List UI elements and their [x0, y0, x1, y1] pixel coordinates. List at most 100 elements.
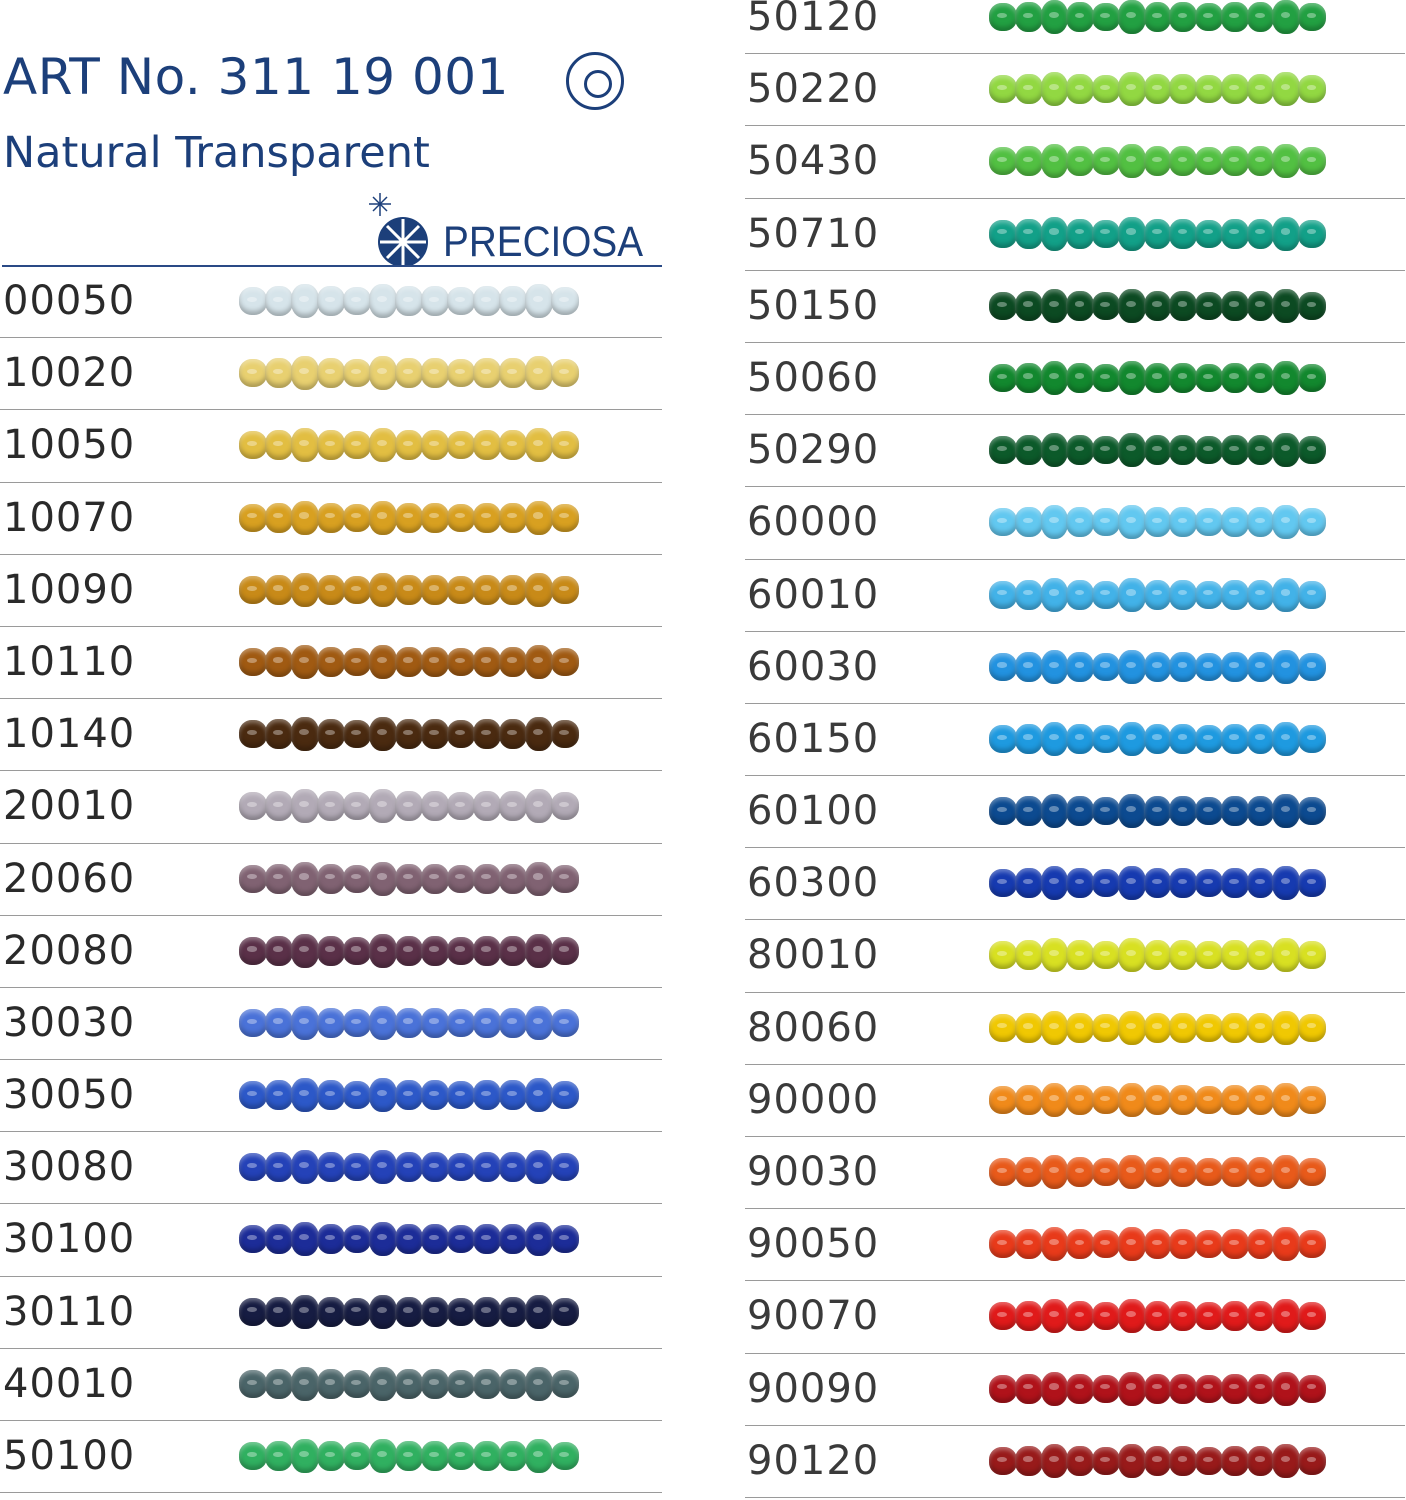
bead [989, 219, 1017, 248]
color-row: 30100 [0, 1204, 662, 1277]
bead [265, 1296, 293, 1327]
bead [551, 503, 579, 532]
color-row: 50710 [745, 199, 1405, 271]
color-row: 60000 [745, 487, 1405, 560]
bead [1143, 940, 1172, 971]
color-code: 00050 [3, 278, 136, 324]
bead [343, 720, 371, 749]
color-row: 30110 [0, 1277, 662, 1349]
bead [1117, 0, 1146, 34]
color-code: 50100 [3, 1433, 136, 1479]
bead [239, 1297, 267, 1326]
bead [1220, 507, 1249, 538]
bead [1246, 868, 1275, 899]
bead-swatch [989, 1082, 1326, 1118]
bead [1066, 74, 1095, 105]
color-code: 90050 [747, 1221, 880, 1268]
bead [343, 503, 371, 532]
color-code: 30080 [3, 1144, 136, 1191]
bead [1117, 433, 1146, 468]
bead [1092, 1446, 1120, 1475]
bead [265, 286, 293, 316]
bead-swatch [239, 644, 579, 680]
bead [265, 935, 293, 966]
bead [1143, 507, 1172, 538]
color-code: 50150 [747, 282, 880, 329]
bead [343, 936, 371, 965]
bead [1195, 869, 1223, 898]
bead [1169, 435, 1198, 466]
color-code: 90090 [747, 1365, 880, 1412]
bead [1272, 649, 1301, 684]
bead [1143, 796, 1172, 827]
bead [473, 1368, 501, 1399]
bead [421, 1007, 449, 1038]
bead [317, 646, 345, 677]
bead [1040, 1010, 1069, 1045]
bead [1220, 1229, 1249, 1260]
bead [1220, 1084, 1249, 1115]
bead-swatch [989, 71, 1326, 107]
bead [1298, 147, 1326, 176]
bead [1092, 219, 1120, 248]
bead [1143, 1084, 1172, 1115]
bead [1066, 2, 1095, 32]
bead [1092, 436, 1120, 465]
bead [395, 358, 423, 389]
bead [1272, 938, 1301, 973]
bead [473, 286, 501, 316]
bead [343, 1369, 371, 1398]
bead [291, 1366, 319, 1401]
color-row: 60150 [745, 704, 1405, 777]
bead [447, 864, 475, 893]
bead [265, 1007, 293, 1038]
color-code: 90030 [747, 1149, 880, 1195]
bead [1298, 219, 1326, 248]
bead [1117, 866, 1146, 901]
bead [1066, 1157, 1095, 1187]
bead [1272, 216, 1301, 251]
bead [1092, 941, 1120, 970]
bead [291, 1078, 319, 1113]
bead [1220, 435, 1249, 466]
bead [1169, 1301, 1198, 1332]
bead [525, 1294, 553, 1329]
bead [395, 1080, 423, 1111]
color-code: 60030 [747, 643, 880, 690]
bead [1092, 75, 1120, 104]
bead [395, 1296, 423, 1327]
bead [1220, 1445, 1249, 1476]
color-row: 20060 [0, 844, 662, 916]
bead [1066, 1445, 1095, 1476]
bead [1195, 291, 1223, 320]
bead-swatch [989, 1226, 1326, 1262]
bead [1040, 360, 1069, 395]
bead [1195, 1374, 1223, 1403]
bead [395, 1441, 423, 1471]
color-code: 60010 [747, 571, 880, 618]
bead [1092, 1374, 1120, 1403]
bead [1143, 1373, 1172, 1404]
bead [317, 502, 345, 533]
bead-swatch [239, 572, 579, 608]
bead [1246, 2, 1275, 32]
bead [421, 286, 449, 316]
bead [1272, 505, 1301, 540]
bead [499, 1152, 527, 1183]
bead [1169, 362, 1198, 393]
bead [447, 1442, 475, 1470]
bead [421, 1152, 449, 1183]
bead [343, 1297, 371, 1326]
bead [447, 431, 475, 460]
bead [1092, 363, 1120, 392]
bead [1272, 794, 1301, 829]
bead [369, 1150, 397, 1185]
product-subtitle: Natural Transparent [3, 128, 430, 178]
bead [291, 428, 319, 463]
bead [1220, 218, 1249, 249]
bead [1220, 1012, 1249, 1043]
bead [1272, 0, 1301, 34]
bead [1169, 651, 1198, 682]
bead [369, 644, 397, 679]
double-circle-icon [566, 52, 624, 110]
